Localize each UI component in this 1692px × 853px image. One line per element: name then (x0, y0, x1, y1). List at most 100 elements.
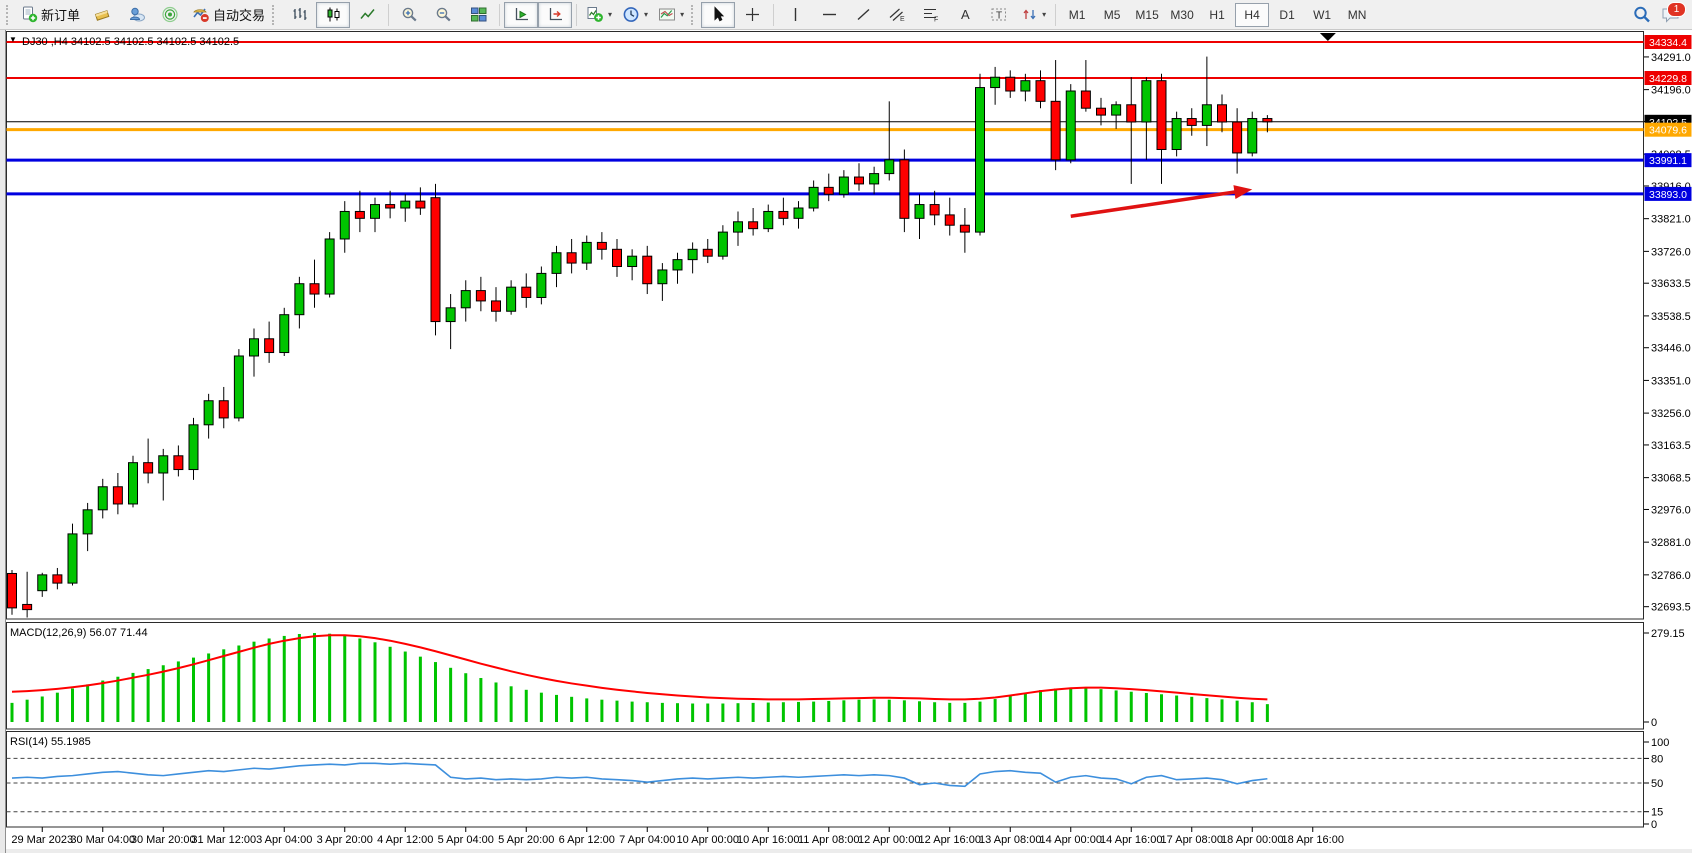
timeframe-button-m15[interactable]: M15 (1135, 7, 1159, 22)
candle-body (838, 176, 849, 195)
candle-body (929, 204, 940, 216)
zoom-in-button[interactable] (393, 2, 427, 28)
horizontal-line-button[interactable] (812, 2, 846, 28)
time-axis-label[interactable]: 10 Apr 00:00 (677, 834, 739, 846)
candle-body (506, 286, 517, 312)
time-axis-label[interactable]: 29 Mar 2023 (11, 834, 73, 846)
timeframe-button-m5[interactable]: M5 (1103, 7, 1121, 22)
candle-body (717, 231, 728, 257)
periods-dropdown-caret[interactable]: ▾ (644, 10, 649, 19)
arrows-button[interactable]: ▾ (1016, 2, 1051, 28)
auto-scroll-button[interactable] (504, 1, 539, 28)
indicators-dropdown-caret[interactable]: ▾ (608, 10, 613, 19)
candle-body (1080, 90, 1091, 109)
text-button[interactable]: A (948, 2, 982, 28)
time-axis-label[interactable]: 18 Apr 00:00 (1221, 834, 1283, 846)
trend-arrow-head[interactable] (1233, 185, 1253, 199)
arrows-icon (1023, 9, 1036, 20)
search-icon[interactable] (1632, 5, 1652, 25)
community-button[interactable] (119, 2, 153, 28)
macd-tick-label: 0 (1651, 717, 1657, 729)
periods-button[interactable]: ▾ (617, 2, 653, 28)
tile-windows-button[interactable] (461, 2, 495, 28)
time-axis-label[interactable]: 5 Apr 04:00 (438, 834, 494, 846)
signals-button[interactable] (153, 2, 187, 28)
candle-body (339, 210, 350, 240)
equidistant-channel-button[interactable]: E (880, 2, 914, 28)
candle-body (808, 186, 819, 209)
time-axis-label[interactable]: 14 Apr 00:00 (1040, 834, 1102, 846)
indicators-button[interactable]: ▾ (581, 2, 617, 28)
macd-histogram-bar (131, 672, 135, 722)
candle-body (899, 159, 910, 219)
price-badge (1644, 70, 1692, 85)
macd-histogram-bar (1054, 688, 1058, 722)
new-order-button[interactable]: 新订单 (16, 2, 85, 28)
time-axis-label[interactable]: 31 Mar 12:00 (191, 834, 256, 846)
rsi-line (11, 762, 1268, 788)
timeframe-button-mn[interactable]: MN (1347, 7, 1367, 22)
line-chart-button[interactable] (350, 2, 384, 28)
candle-body (944, 214, 955, 226)
timeframe-button-h1[interactable]: H1 (1209, 7, 1225, 22)
time-axis-label[interactable]: 4 Apr 12:00 (377, 834, 433, 846)
timeframe-button-d1[interactable]: D1 (1279, 7, 1295, 22)
rsi-tick-label: 80 (1651, 753, 1663, 765)
time-axis-label[interactable]: 10 Apr 16:00 (737, 834, 799, 846)
timeframe-button-h4[interactable]: H4 (1235, 2, 1270, 27)
time-axis-label[interactable]: 5 Apr 20:00 (498, 834, 554, 846)
time-axis-label[interactable]: 30 Mar 04:00 (70, 834, 135, 846)
trend-arrow-line[interactable] (1070, 189, 1243, 218)
templates-button[interactable]: ▾ (653, 2, 689, 28)
arrows-dropdown-caret[interactable]: ▾ (1042, 10, 1047, 19)
time-axis-label[interactable]: 3 Apr 20:00 (317, 834, 373, 846)
candle-body (596, 241, 607, 250)
time-axis-label[interactable]: 13 Apr 08:00 (979, 834, 1041, 846)
text-label-button[interactable]: T (982, 2, 1016, 28)
macd-histogram-bar (40, 696, 44, 722)
metaeditor-button[interactable] (85, 2, 119, 28)
time-axis-label[interactable]: 11 Apr 08:00 (798, 834, 860, 846)
macd-histogram-bar (86, 684, 90, 722)
macd-histogram-bar (570, 696, 574, 722)
timeframe-button-w1[interactable]: W1 (1313, 7, 1332, 22)
candle-body (1111, 104, 1122, 116)
chart-object-marker-icon[interactable] (1319, 33, 1336, 41)
time-axis-label[interactable]: 17 Apr 08:00 (1161, 834, 1223, 846)
candle-body (823, 186, 834, 195)
time-axis-label[interactable]: 12 Apr 00:00 (858, 834, 920, 846)
time-axis-label[interactable]: 7 Apr 04:00 (619, 834, 675, 846)
cursor-button[interactable] (701, 1, 736, 28)
time-axis-label[interactable]: 6 Apr 12:00 (559, 834, 615, 846)
time-axis-label[interactable]: 12 Apr 16:00 (919, 834, 981, 846)
timeframe-button-m30[interactable]: M30 (1170, 7, 1194, 22)
zoom-out-button[interactable] (427, 2, 461, 28)
chat-button[interactable]: 1 (1660, 1, 1686, 26)
fibonacci-button[interactable]: F (914, 2, 948, 28)
price-tick-label: 33726.0 (1651, 246, 1691, 258)
time-axis-label[interactable]: 18 Apr 16:00 (1282, 834, 1344, 846)
trendline-button[interactable] (846, 2, 880, 28)
time-axis-label[interactable]: 3 Apr 04:00 (256, 834, 312, 846)
macd-pane[interactable] (6, 622, 1644, 730)
toolbar-right-group: 1 (1632, 1, 1692, 26)
autotrading-label: 自动交易 (213, 8, 266, 23)
vertical-line-button[interactable] (778, 2, 812, 28)
candlestick-chart-button[interactable] (316, 1, 351, 28)
symbol-dropdown-marker-icon[interactable]: ▼ (9, 35, 17, 44)
time-axis-label[interactable]: 14 Apr 16:00 (1100, 834, 1162, 846)
templates-dropdown-caret[interactable]: ▾ (680, 10, 685, 19)
main-chart-pane[interactable] (6, 31, 1644, 620)
autotrading-button[interactable]: 自动交易 (187, 2, 270, 28)
timeframe-button-m1[interactable]: M1 (1068, 7, 1086, 22)
price-badge-label: 33893.0 (1649, 189, 1687, 201)
chart-shift-button[interactable] (538, 1, 573, 28)
text-icon: A (961, 7, 970, 22)
crosshair-button[interactable] (735, 2, 769, 28)
rsi-pane[interactable] (6, 731, 1644, 828)
bar-chart-button[interactable] (282, 2, 316, 28)
candle-body (657, 269, 668, 285)
time-axis-label[interactable]: 30 Mar 20:00 (131, 834, 196, 846)
candle-body (279, 314, 290, 354)
